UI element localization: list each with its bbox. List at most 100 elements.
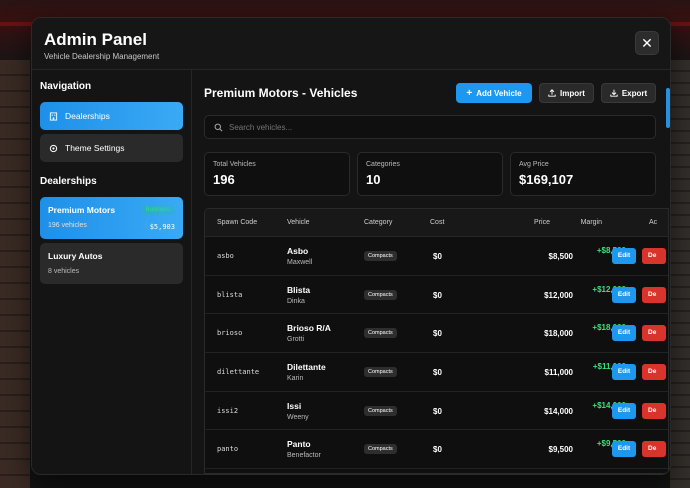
dealer-card-premium-motors[interactable]: Premium Motors 196 vehicles Business $5,… [40, 197, 183, 239]
table-row: dilettante Dilettante Karin Compacts $0 $11,0… [205, 353, 668, 392]
vehicle-name: Blista [287, 284, 311, 295]
vehicle-margin: +$14,000 [592, 400, 626, 410]
plus-icon: + [466, 87, 473, 99]
spawn-code: blista [217, 290, 243, 299]
import-button[interactable]: Import [539, 83, 594, 103]
close-button[interactable]: ✕ [635, 31, 659, 55]
upload-icon [548, 89, 556, 97]
category-badge: Compacts [364, 289, 397, 300]
table-row: issi2IssiWeenyCompacts$0$14,000+$14,000+… [205, 392, 668, 431]
search-bar[interactable] [204, 115, 656, 139]
dealerships-heading: Dealerships [40, 176, 97, 187]
table-row: blista Blista Dinka Compacts $0 $12,000 +$12,0… [205, 276, 668, 315]
vehicle-margin: +$9,500 [597, 439, 626, 448]
vehicle-make: Dinka [287, 297, 305, 305]
gear-icon [49, 144, 58, 152]
stat-card-avg-price: Avg Price $169,107 [510, 152, 656, 196]
stat-label: Avg Price [519, 161, 549, 168]
vehicle-name: Issi [287, 400, 302, 411]
vehicle-price: $9,500 [548, 445, 573, 455]
vehicle-price: $8,500 [548, 252, 573, 261]
dealer-name: Premium Motors [48, 205, 116, 215]
vehicle-cost: $0 [433, 329, 442, 339]
export-button[interactable]: Export [601, 83, 656, 103]
table-body: asboAsboMaxwellCompacts$0$8,500+$8,500+0… [205, 237, 668, 470]
dealer-vehicle-count: 196 vehicles [48, 222, 87, 229]
table-row: asboAsboMaxwellCompacts$0$8,500+$8,500+0… [205, 237, 668, 276]
sidebar-item-dealerships[interactable]: Dealerships [40, 102, 183, 130]
search-icon [214, 123, 223, 131]
panel-subtitle: Vehicle Dealership Management [44, 52, 160, 61]
add-vehicle-button[interactable]: + Add Vehicle [456, 83, 532, 103]
vehicle-cost: $0 [433, 252, 442, 261]
dealer-card-luxury-autos[interactable]: Luxury Autos 8 vehicles [40, 243, 183, 284]
edit-button[interactable]: Edit [612, 441, 636, 458]
vehicle-margin: +$11,000 [592, 362, 626, 372]
scrollbar-thumb[interactable] [666, 88, 670, 128]
modal-header: Admin Panel Vehicle Dealership Managemen… [32, 18, 670, 70]
vehicle-price: $11,000 [544, 368, 573, 378]
download-icon [610, 89, 618, 97]
stat-card-categories: Categories 10 [357, 152, 503, 196]
edit-button[interactable]: Edit [612, 364, 636, 381]
column-header-margin: Margin [580, 219, 602, 226]
edit-button[interactable]: Edit [612, 325, 636, 342]
spawn-code: asbo [217, 252, 234, 260]
spawn-code: panto [217, 445, 239, 454]
search-input[interactable] [229, 122, 629, 132]
table-row: brioso Brioso R/A Grotti Compacts $0 $18,000 +… [205, 314, 668, 354]
vehicles-table: Spawn Code Vehicle Category Cost Price M… [204, 208, 669, 474]
vehicle-make: Karin [287, 375, 304, 383]
column-header-spawn-code: Spawn Code [217, 219, 258, 226]
dealer-type-badge: Business [140, 205, 175, 215]
delete-button[interactable]: De [642, 286, 666, 303]
delete-button[interactable]: De [642, 325, 666, 342]
column-header-cost: Cost [430, 219, 445, 226]
category-badge: Compacts [364, 444, 397, 455]
category-badge: Compacts [364, 405, 397, 416]
nav-heading: Navigation [40, 81, 92, 92]
delete-button[interactable]: De [642, 441, 666, 458]
vehicle-cost: $0 [433, 368, 442, 378]
vehicle-make: Maxwell [287, 259, 313, 266]
category-badge: Compacts [364, 251, 397, 261]
sidebar: Navigation Dealerships Theme Settings De… [32, 70, 192, 474]
vehicle-price: $14,000 [544, 406, 573, 416]
spawn-code: brioso [217, 329, 243, 338]
vehicle-price: $18,000 [544, 329, 573, 339]
vehicle-name: Asbo [287, 246, 309, 256]
stat-value: 10 [366, 172, 381, 187]
sidebar-item-theme-settings[interactable]: Theme Settings [40, 134, 183, 162]
edit-button[interactable]: Edit [612, 286, 636, 303]
delete-button[interactable]: De [642, 402, 666, 419]
vehicle-cost: $0 [433, 445, 442, 455]
background-wall-right [670, 60, 690, 488]
background-wall-left [0, 60, 30, 488]
main-content: Premium Motors - Vehicles + Add Vehicle … [192, 70, 670, 474]
delete-button[interactable]: De [642, 248, 666, 264]
edit-button[interactable]: Edit [612, 402, 636, 419]
vehicle-margin: +$18,000 [592, 323, 626, 333]
delete-button[interactable]: De [642, 364, 666, 381]
dealer-name: Luxury Autos [48, 251, 103, 261]
stat-label: Total Vehicles [213, 161, 256, 168]
sidebar-item-label: Theme Settings [65, 143, 125, 153]
spawn-code: issi2 [217, 406, 239, 415]
export-label: Export [621, 88, 648, 98]
close-icon: ✕ [641, 35, 653, 51]
vehicle-margin: +$12,000 [592, 284, 626, 294]
admin-panel-modal: Admin Panel Vehicle Dealership Managemen… [31, 17, 671, 475]
vehicle-make: Grotti [287, 336, 305, 344]
stat-label: Categories [366, 161, 400, 168]
vehicle-name: Dilettante [287, 362, 326, 373]
edit-button[interactable]: Edit [612, 248, 636, 264]
stat-card-total-vehicles: Total Vehicles 196 [204, 152, 350, 196]
sidebar-item-label: Dealerships [65, 111, 110, 121]
vehicle-price: $12,000 [544, 290, 573, 300]
import-label: Import [560, 88, 585, 98]
stat-value: 196 [213, 172, 235, 187]
vehicle-make: Benefactor [287, 452, 321, 460]
category-badge: Compacts [364, 328, 397, 339]
stat-value: $169,107 [519, 172, 574, 187]
column-header-category: Category [364, 219, 393, 226]
